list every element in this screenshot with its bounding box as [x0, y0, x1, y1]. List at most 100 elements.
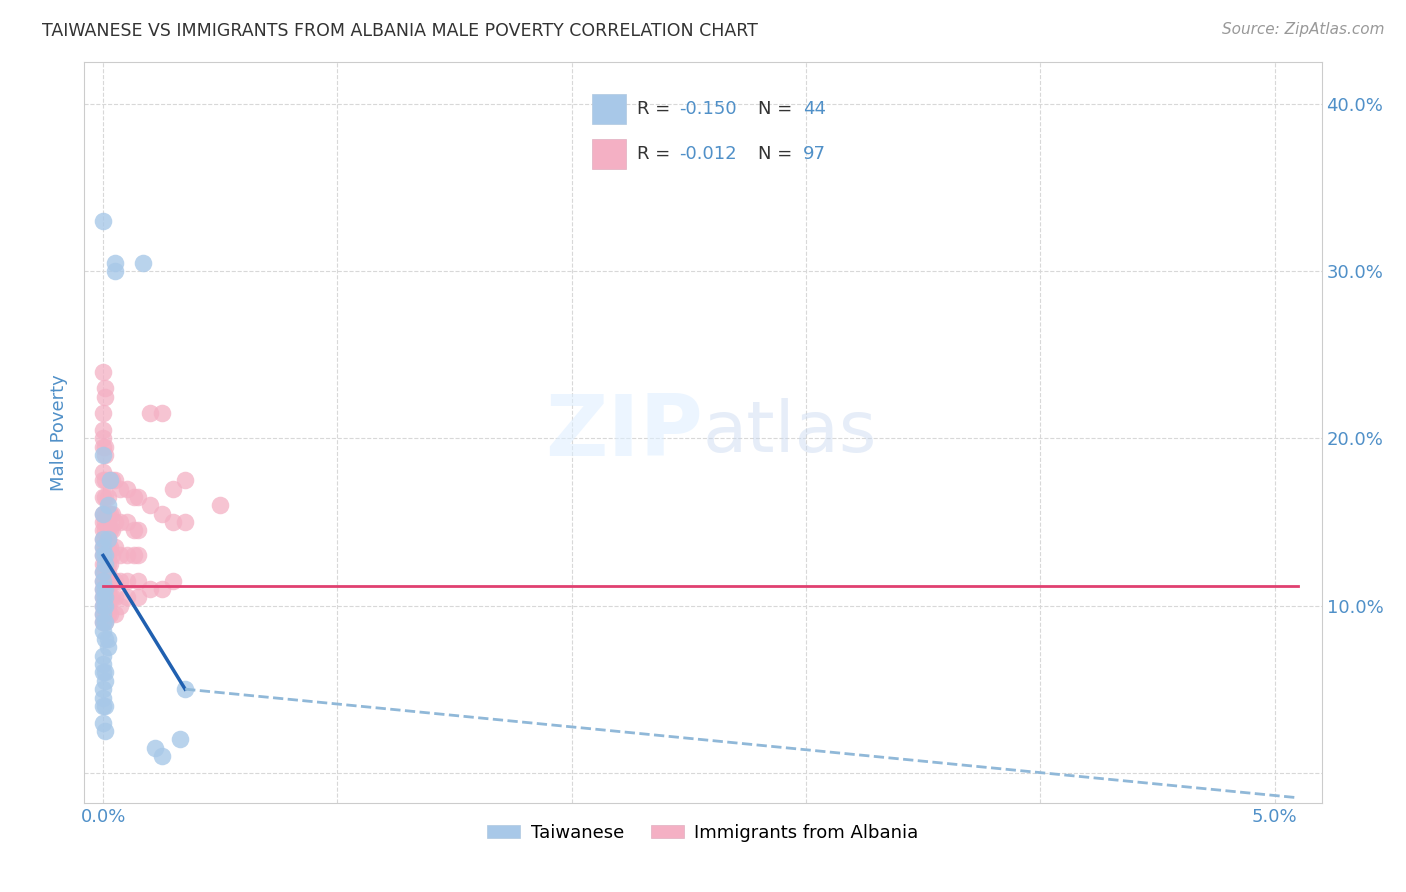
Point: [98, 557, 121, 571]
Point: [104, 264, 127, 278]
Point: [94, 673, 117, 688]
Point: [97, 591, 120, 605]
Point: [143, 740, 166, 755]
Point: [91, 440, 114, 454]
Point: [101, 549, 124, 563]
Point: [98, 507, 121, 521]
Point: [127, 490, 149, 504]
Point: [97, 490, 120, 504]
Point: [108, 549, 131, 563]
Point: [115, 574, 138, 588]
Point: [91, 448, 114, 462]
Text: atlas: atlas: [703, 398, 877, 467]
Point: [94, 599, 117, 613]
Point: [91, 648, 114, 663]
Point: [115, 549, 138, 563]
Point: [101, 473, 124, 487]
Point: [162, 482, 184, 496]
Point: [94, 607, 117, 621]
Point: [91, 432, 114, 446]
Point: [91, 607, 114, 621]
Point: [91, 574, 114, 588]
Point: [122, 549, 145, 563]
Point: [94, 591, 117, 605]
Point: [94, 665, 117, 680]
Point: [91, 574, 114, 588]
Point: [91, 565, 114, 579]
Point: [94, 582, 117, 596]
Point: [174, 682, 197, 697]
Point: [94, 524, 117, 538]
Point: [150, 507, 173, 521]
Text: R =: R =: [637, 100, 676, 118]
Point: [122, 490, 145, 504]
Point: [108, 482, 131, 496]
Point: [94, 507, 117, 521]
Text: TAIWANESE VS IMMIGRANTS FROM ALBANIA MALE POVERTY CORRELATION CHART: TAIWANESE VS IMMIGRANTS FROM ALBANIA MAL…: [42, 22, 758, 40]
Point: [108, 515, 131, 529]
Point: [91, 665, 114, 680]
Point: [98, 473, 121, 487]
Point: [97, 557, 120, 571]
Point: [91, 507, 114, 521]
Point: [97, 599, 120, 613]
Point: [94, 540, 117, 554]
Point: [91, 465, 114, 479]
Point: [104, 607, 127, 621]
Point: [94, 574, 117, 588]
Point: [94, 448, 117, 462]
Point: [101, 591, 124, 605]
Point: [97, 574, 120, 588]
Point: [150, 749, 173, 764]
Point: [98, 473, 121, 487]
Point: [174, 473, 197, 487]
Point: [94, 615, 117, 630]
Point: [98, 540, 121, 554]
Point: [122, 524, 145, 538]
Point: [91, 490, 114, 504]
Point: [91, 607, 114, 621]
Point: [108, 574, 131, 588]
Point: [91, 582, 114, 596]
Point: [91, 624, 114, 638]
Text: ZIP: ZIP: [546, 391, 703, 475]
Point: [98, 591, 121, 605]
Point: [97, 582, 120, 596]
Point: [94, 615, 117, 630]
Point: [98, 607, 121, 621]
Point: [139, 499, 162, 513]
Point: [91, 515, 114, 529]
Point: [94, 565, 117, 579]
Point: [94, 532, 117, 546]
Point: [97, 607, 120, 621]
Point: [97, 565, 120, 579]
Point: [94, 490, 117, 504]
Point: [91, 507, 114, 521]
Point: [162, 574, 184, 588]
Text: Source: ZipAtlas.com: Source: ZipAtlas.com: [1222, 22, 1385, 37]
Point: [104, 256, 127, 270]
Text: 44: 44: [803, 100, 825, 118]
Point: [91, 657, 114, 671]
Point: [91, 599, 114, 613]
Point: [94, 390, 117, 404]
Text: -0.150: -0.150: [679, 100, 737, 118]
Point: [97, 507, 120, 521]
Point: [91, 214, 114, 228]
Point: [97, 549, 120, 563]
Point: [91, 615, 114, 630]
Point: [94, 549, 117, 563]
Text: 97: 97: [803, 145, 825, 163]
Point: [91, 690, 114, 705]
Point: [150, 582, 173, 596]
Point: [94, 723, 117, 738]
Point: [91, 615, 114, 630]
Point: [97, 524, 120, 538]
Point: [115, 482, 138, 496]
Point: [108, 599, 131, 613]
Point: [127, 549, 149, 563]
Point: [139, 582, 162, 596]
Point: [91, 591, 114, 605]
Point: [127, 524, 149, 538]
Point: [104, 515, 127, 529]
